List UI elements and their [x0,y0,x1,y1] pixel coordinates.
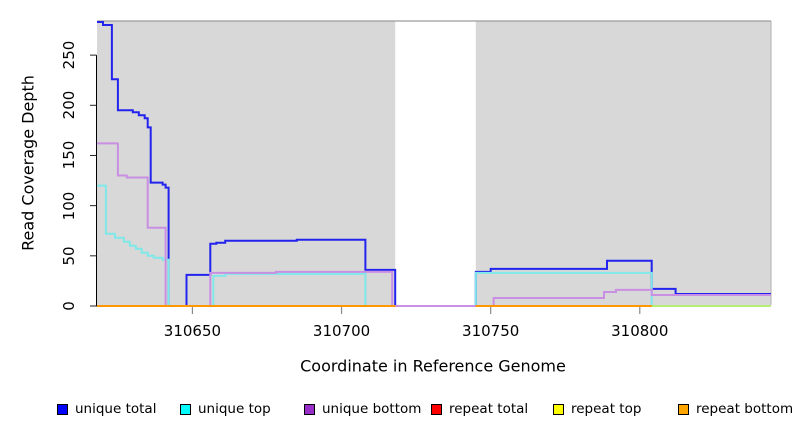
unique-top-swatch-icon [180,403,191,415]
coverage-region-covered-left [97,21,396,305]
legend-item-repeat-top: repeat top [553,398,641,420]
legend-item-unique-top: unique top [180,398,271,420]
series-line-unique-top [97,184,771,307]
unique-bottom-swatch-icon [304,403,315,415]
legend-item-repeat-bottom: repeat bottom [678,398,792,420]
x-tick-label: 310650 [163,322,222,340]
legend-label: unique bottom [322,401,422,417]
x-tick-label: 310750 [462,322,520,340]
unique-total-swatch-icon [57,403,68,415]
chart-legend: unique total unique top unique bottom re… [0,398,792,422]
series-line-unique-bottom [97,142,771,307]
legend-label: unique top [198,401,271,417]
repeat-bottom-swatch-icon [678,403,689,415]
legend-label: repeat bottom [696,401,792,417]
legend-label: repeat top [571,401,642,417]
y-tick-label: 250 [60,40,78,70]
repeat-top-swatch-icon [553,403,564,415]
legend-label: repeat total [449,401,529,417]
y-tick-label: 50 [60,246,78,266]
legend-item-unique-total: unique total [57,398,156,420]
legend-label: unique total [75,401,157,417]
legend-item-repeat-total: repeat total [431,398,528,420]
y-tick-label: 0 [60,301,78,311]
y-axis-title: Read Coverage Depth [18,75,38,251]
x-tick-label: 310800 [611,322,669,340]
y-tick-label: 200 [60,90,78,120]
coverage-region-covered-right [475,21,771,305]
x-axis-title: Coordinate in Reference Genome [300,356,566,376]
legend-item-unique-bottom: unique bottom [304,398,421,420]
y-tick-label: 150 [60,141,78,170]
y-tick-label: 100 [60,191,78,220]
repeat-total-swatch-icon [431,403,442,415]
series-line-unique-total [97,21,771,307]
x-tick-label: 310700 [312,322,371,340]
